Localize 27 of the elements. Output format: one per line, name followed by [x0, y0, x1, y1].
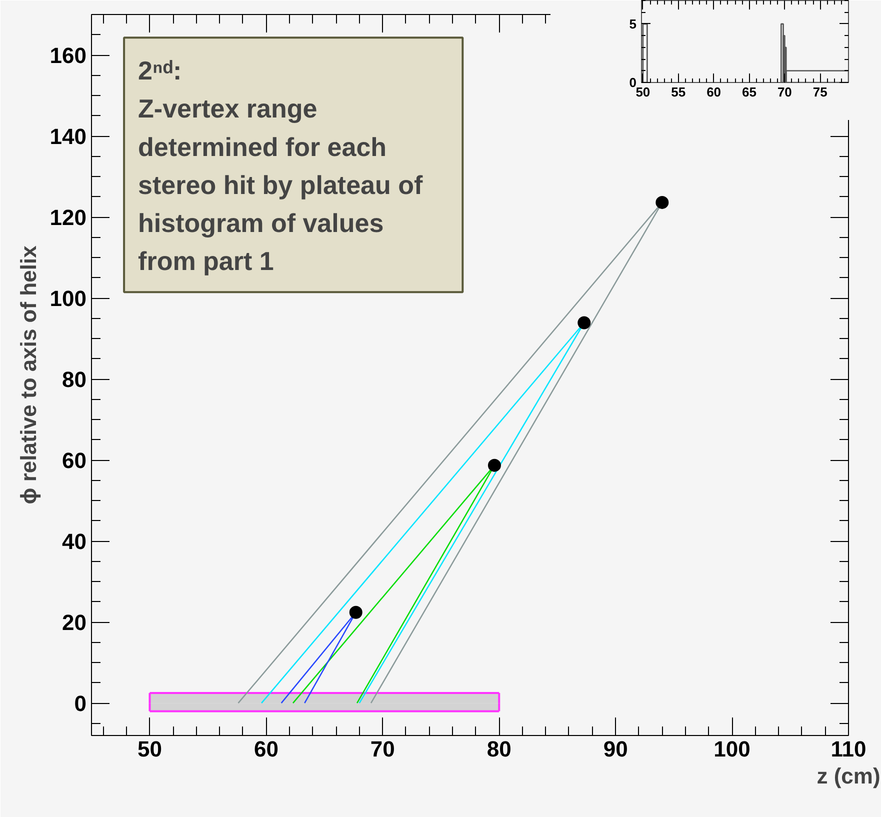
- y-tick-label: 0: [629, 75, 637, 90]
- y-tick-label: 60: [62, 448, 87, 474]
- y-tick-label: 120: [50, 205, 87, 230]
- x-tick-label: 70: [370, 736, 395, 762]
- x-tick-label: 50: [137, 736, 162, 762]
- x-tick-label: 110: [830, 736, 866, 762]
- x-tick-label: 60: [254, 736, 278, 762]
- y-tick-label: 0: [74, 691, 87, 716]
- x-tick-label: 90: [603, 736, 628, 762]
- y-axis-title: ϕ relative to axis of helix: [16, 244, 41, 504]
- y-tick-label: 5: [629, 16, 637, 32]
- y-tick-label: 80: [62, 367, 87, 392]
- x-tick-label: 80: [486, 736, 512, 762]
- x-tick-label: 100: [714, 736, 750, 762]
- x-tick-label: 75: [812, 84, 828, 100]
- y-tick-label: 40: [62, 529, 87, 554]
- x-tick-label: 65: [742, 84, 756, 100]
- y-tick-label: 100: [50, 286, 87, 312]
- x-tick-label: 50: [636, 84, 650, 100]
- x-tick-label: 55: [671, 84, 686, 100]
- x-tick-label: 60: [706, 84, 722, 100]
- annotation: 2ⁿᵈ: Z-vertex range determined for each stereo hit by plateau of histogram of values from part 1: [138, 56, 423, 276]
- y-tick-label: 160: [50, 43, 87, 68]
- y-tick-label: 140: [50, 124, 87, 150]
- x-axis-title: z (cm): [816, 764, 880, 788]
- x-tick-label: 70: [777, 84, 792, 100]
- y-tick-label: 20: [62, 610, 87, 636]
